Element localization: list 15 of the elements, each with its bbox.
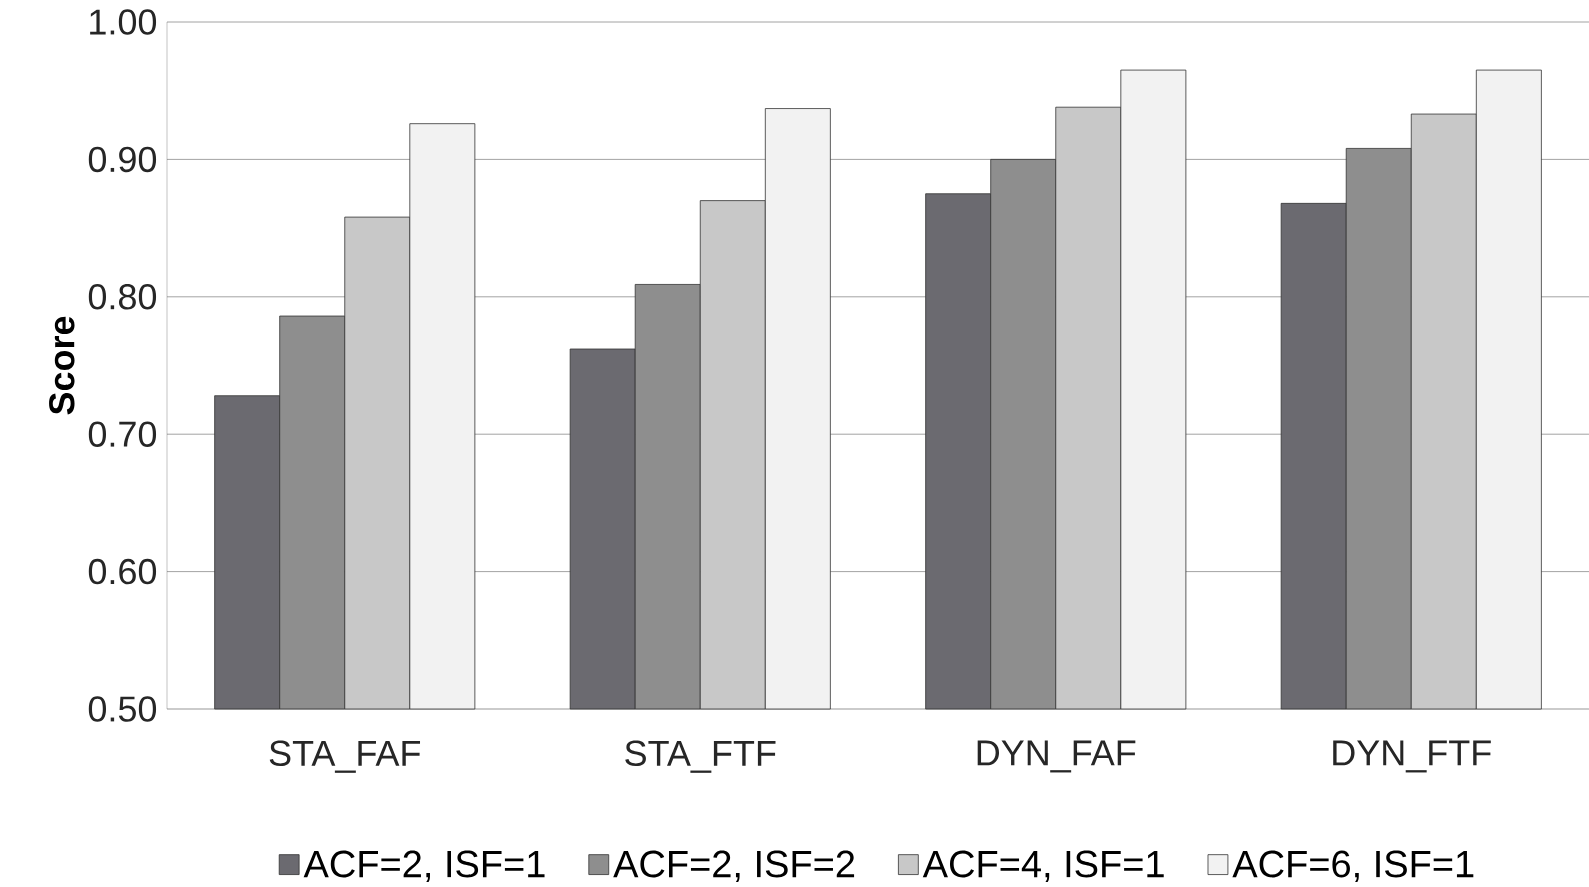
legend-label: ACF=2, ISF=1 [303, 850, 545, 882]
legend-label: ACF=2, ISF=2 [613, 850, 855, 882]
y-axis-title: Score [49, 316, 75, 415]
y-tick-label: 0.60 [88, 558, 157, 585]
y-tick-label: 0.70 [88, 421, 157, 447]
y-tick-label: 1.00 [90, 9, 157, 35]
y-tick-label: 0.80 [88, 284, 157, 310]
x-tick-label: DYN_FTF [1333, 740, 1491, 773]
x-tick-label: DYN_FAF [977, 740, 1136, 773]
x-tick-label: STA_FTF [625, 740, 776, 773]
x-tick-label: STA_FAF [269, 740, 421, 773]
legend-label: ACF=4, ISF=1 [922, 850, 1164, 882]
y-tick-label: 0.90 [88, 146, 157, 173]
legend-label: ACF=6, ISF=1 [1232, 850, 1474, 882]
y-tick-label: 0.50 [88, 696, 157, 722]
